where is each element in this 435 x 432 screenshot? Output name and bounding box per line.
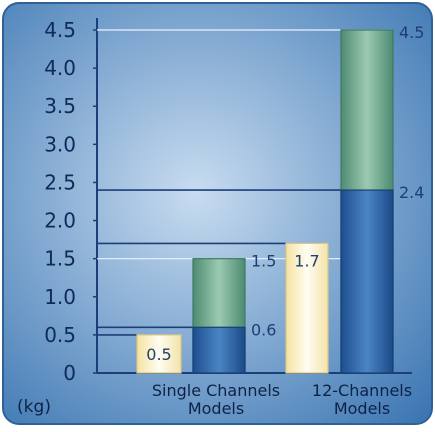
x-category-label: 12-Channels xyxy=(312,381,412,400)
bar-value-label: 1.7 xyxy=(294,251,319,270)
x-category-label: Single Channels xyxy=(152,381,280,400)
bar-value-label: 0.6 xyxy=(251,320,276,339)
y-tick-label: 4.5 xyxy=(44,18,76,42)
y-tick-label: 3.0 xyxy=(44,132,76,156)
y-tick-label: 2.5 xyxy=(44,170,76,194)
bar-blue xyxy=(192,326,246,374)
y-tick-label: 1.5 xyxy=(44,247,76,271)
y-tick-label: 3.5 xyxy=(44,94,76,118)
y-tick-label: 0 xyxy=(63,361,76,385)
bar-value-label: 0.5 xyxy=(146,345,171,364)
bar-cream xyxy=(136,334,182,374)
bar-blue xyxy=(340,189,394,374)
bar-value-label: 1.5 xyxy=(251,252,276,271)
bars xyxy=(136,29,394,374)
bar-value-label: 2.4 xyxy=(399,183,424,202)
x-category-label: Models xyxy=(334,399,390,418)
bar-value-label: 4.5 xyxy=(399,23,424,42)
y-unit-label: (kg) xyxy=(17,397,51,417)
bar-cream xyxy=(285,242,329,374)
y-tick-label: 4.0 xyxy=(44,56,76,80)
x-category-label: Models xyxy=(188,399,244,418)
y-tick-label: 2.0 xyxy=(44,209,76,233)
y-tick-label: 0.5 xyxy=(44,323,76,347)
y-tick-label: 1.0 xyxy=(44,285,76,309)
